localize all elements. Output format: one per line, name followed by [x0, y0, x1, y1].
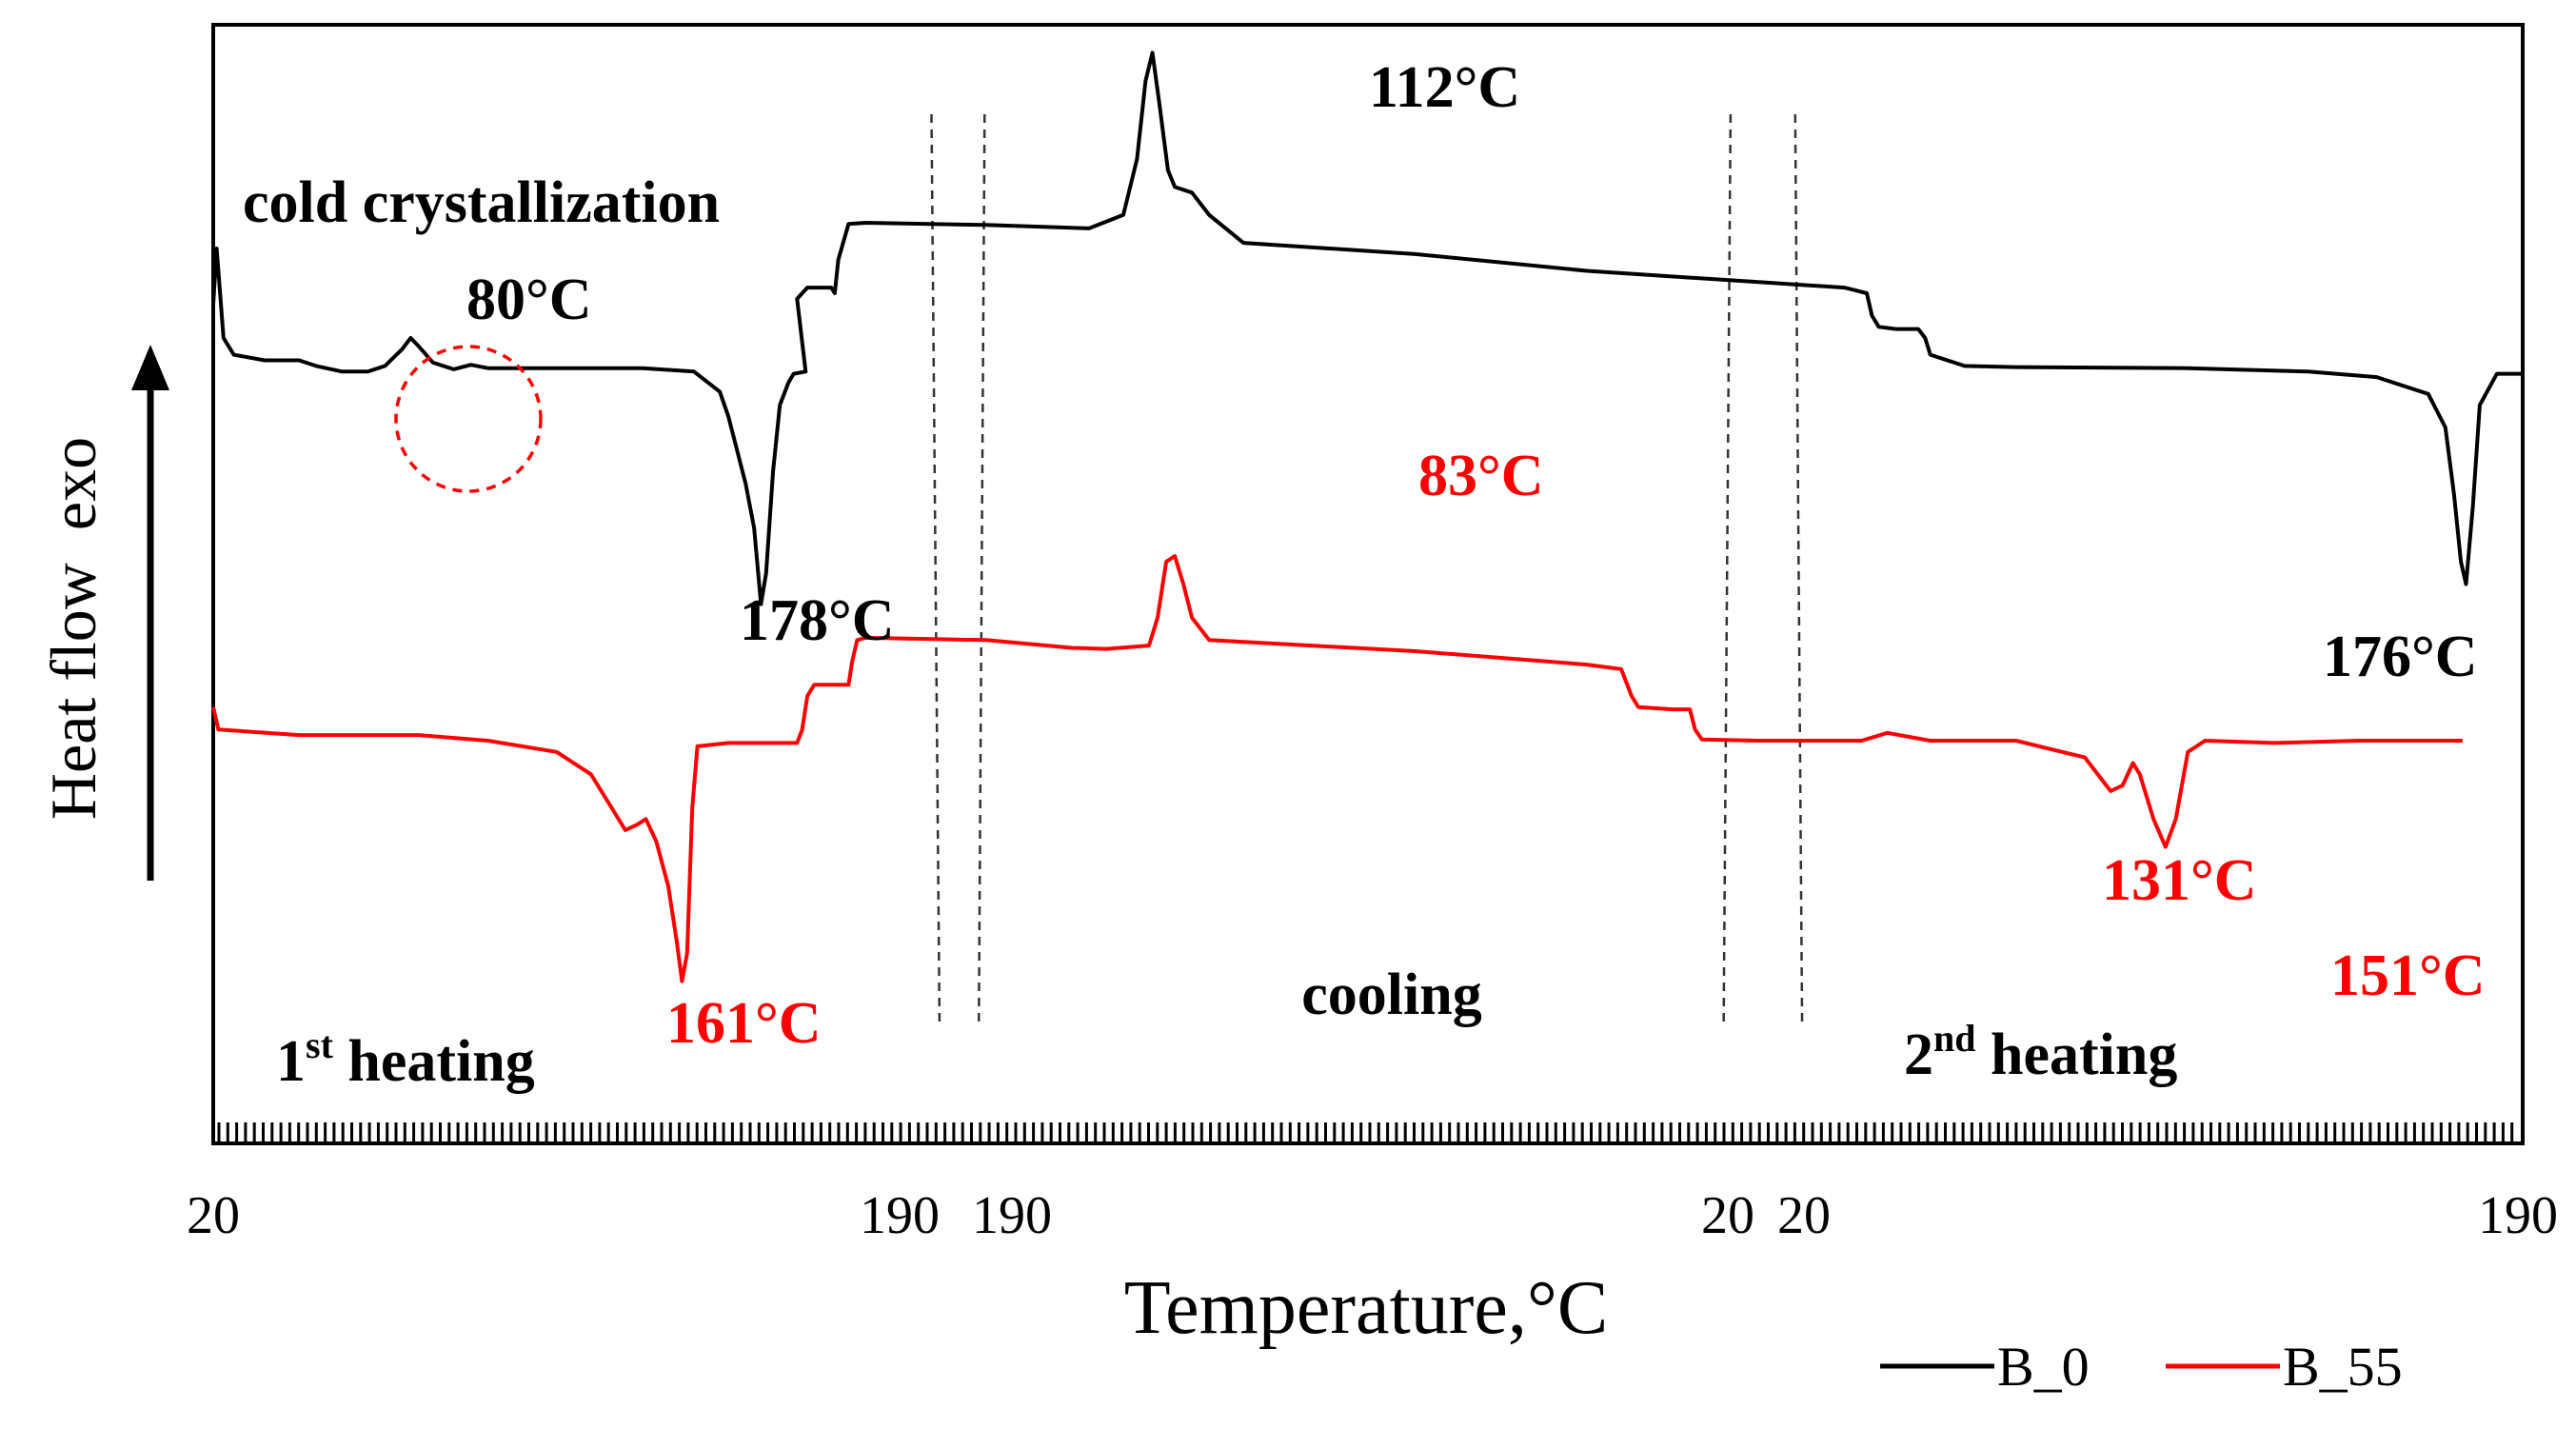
- x-tick-label-5: 20: [1777, 1186, 1831, 1245]
- y-axis-arrow: [131, 345, 169, 881]
- segment-label-1st-heating: 1st heating: [276, 1023, 535, 1094]
- annotation-83c: 83°C: [1418, 444, 1544, 508]
- region-boundary-line: [1722, 113, 1733, 1027]
- region-boundary-line: [977, 113, 986, 1027]
- region-boundary-line: [930, 113, 941, 1027]
- segment-label-2nd-heating: 2nd heating: [1904, 1017, 2177, 1087]
- annotation-151c: 151°C: [2330, 943, 2486, 1008]
- x-axis-hatch-ticks: [217, 1122, 2514, 1143]
- annotation-80c: 80°C: [466, 268, 592, 332]
- annotation-176c: 176°C: [2323, 625, 2478, 689]
- legend: B_0 B_55: [1880, 1336, 2403, 1398]
- x-tick-label-3: 190: [972, 1186, 1052, 1245]
- annotation-cold-crystallization: cold crystallization: [243, 170, 720, 235]
- plot-frame: [211, 23, 2525, 1145]
- series-curves: [211, 50, 2523, 983]
- legend-label-b55: B_55: [2283, 1336, 2403, 1398]
- segment-label-cooling: cooling: [1301, 963, 1481, 1027]
- annotation-112c: 112°C: [1369, 55, 1520, 120]
- x-tick-label-4: 20: [1701, 1186, 1754, 1245]
- region-boundary-line: [1793, 113, 1804, 1027]
- y-axis-label: Heat flow exo: [37, 437, 109, 820]
- legend-label-b0: B_0: [1997, 1336, 2090, 1398]
- x-tick-label-6: 190: [2478, 1186, 2558, 1245]
- x-tick-label-1: 20: [187, 1186, 240, 1245]
- x-axis-label: Temperature,°C: [1124, 1266, 1608, 1350]
- cold-crystallization-circle: [394, 345, 543, 493]
- series-line-b-0: [211, 50, 2523, 606]
- annotation-161c: 161°C: [666, 991, 822, 1056]
- annotation-131c: 131°C: [2102, 848, 2257, 913]
- x-tick-label-2: 190: [860, 1186, 940, 1245]
- series-line-b-55: [211, 554, 2463, 983]
- annotation-178c: 178°C: [740, 588, 895, 653]
